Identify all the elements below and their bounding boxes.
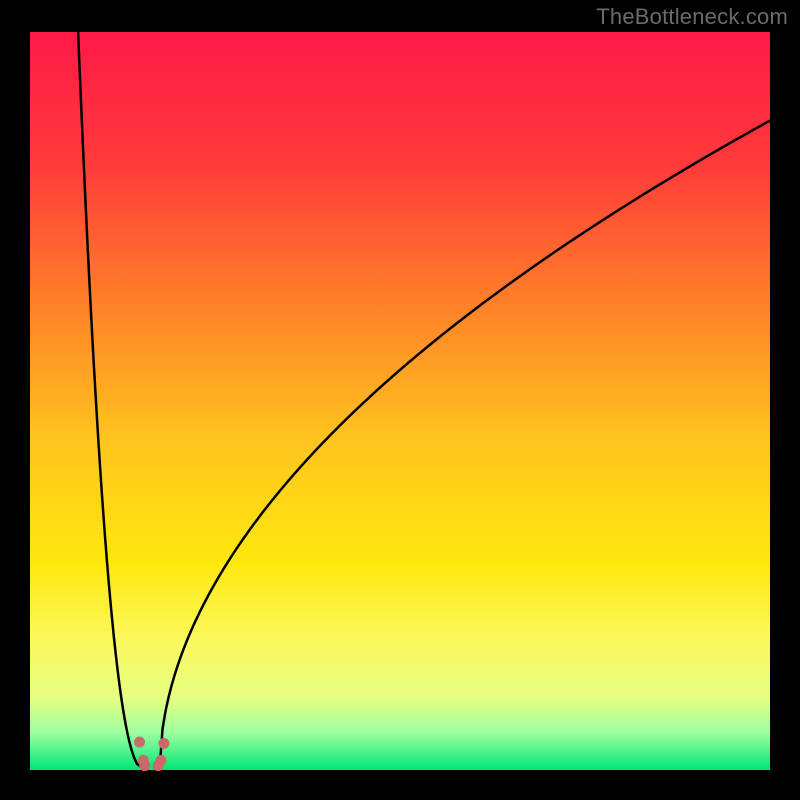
- plot-background: [30, 32, 770, 770]
- chart-container: TheBottleneck.com: [0, 0, 800, 800]
- curve-marker: [140, 761, 150, 771]
- curve-marker: [135, 737, 145, 747]
- source-attribution: TheBottleneck.com: [596, 4, 788, 30]
- bottleneck-plot-svg: [0, 0, 800, 800]
- curve-marker: [156, 755, 166, 765]
- curve-marker: [159, 738, 169, 748]
